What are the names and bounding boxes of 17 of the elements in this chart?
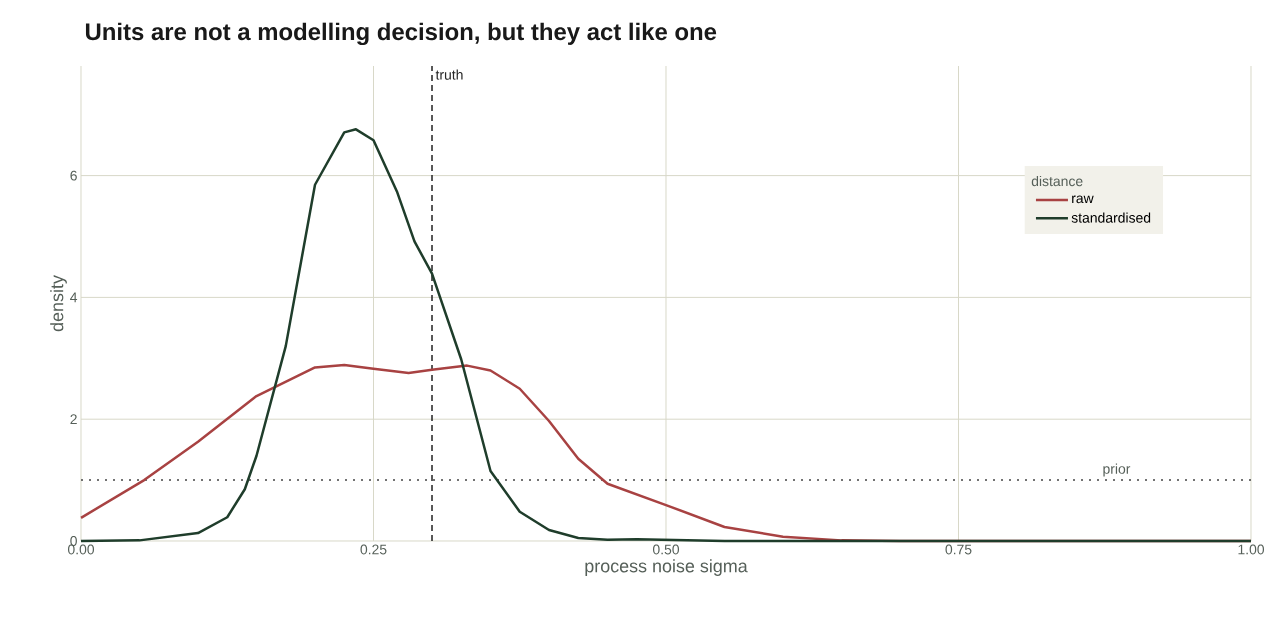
y-axis-title: density [50, 275, 67, 332]
x-tick-label: 0.25 [360, 544, 387, 555]
legend-label: standardised [1071, 212, 1151, 223]
x-tick-label: 0.00 [67, 544, 95, 555]
ref-line-label: prior [1103, 463, 1131, 477]
y-tick-label: 4 [70, 292, 78, 303]
x-tick-label: 1.00 [1238, 544, 1265, 555]
y-tick-label: 2 [70, 414, 77, 425]
chart-title: Units are not a modelling decision, but they act like one [85, 22, 717, 46]
legend-label: raw [1072, 195, 1094, 204]
x-tick-label: 0.50 [652, 544, 680, 555]
x-axis-title: process noise sigma [585, 559, 748, 576]
ref-line-label: truth [435, 69, 463, 80]
legend-title: distance [1031, 175, 1083, 187]
y-tick-label: 0 [70, 536, 77, 546]
y-tick-label: 6 [70, 170, 77, 181]
x-tick-label: 0.75 [945, 544, 972, 555]
